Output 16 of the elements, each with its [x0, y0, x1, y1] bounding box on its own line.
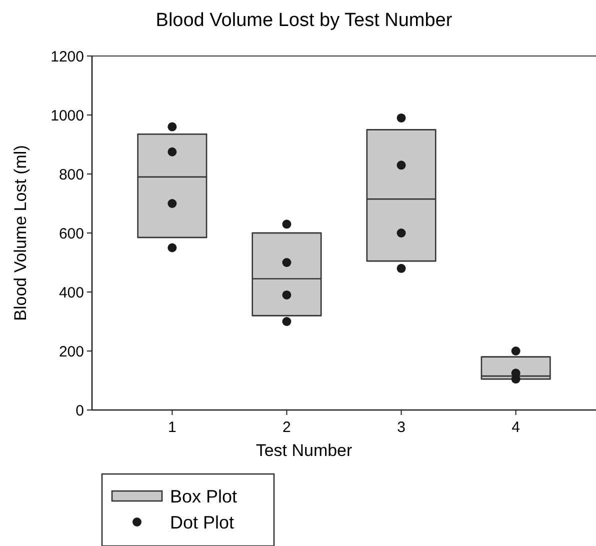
x-tick-label: 2 [282, 419, 291, 436]
y-tick-label: 1000 [50, 107, 84, 124]
y-tick-label: 600 [58, 225, 84, 242]
x-tick-label: 3 [397, 419, 406, 436]
y-tick-label: 800 [58, 166, 84, 184]
y-tick-label: 200 [58, 343, 84, 360]
y-axis-title: Blood Volume Lost (ml) [11, 145, 30, 321]
y-tick-label: 1200 [50, 48, 84, 66]
legend-label: Dot Plot [170, 512, 234, 532]
x-tick-label: 1 [168, 419, 176, 436]
x-tick-label: 4 [512, 419, 520, 436]
y-tick-label: 400 [58, 284, 84, 302]
legend-label: Box Plot [170, 486, 238, 506]
x-axis-title: Test Number [256, 441, 353, 460]
chart-title: Blood Volume Lost by Test Number [156, 10, 453, 31]
y-tick-label: 0 [76, 402, 84, 420]
